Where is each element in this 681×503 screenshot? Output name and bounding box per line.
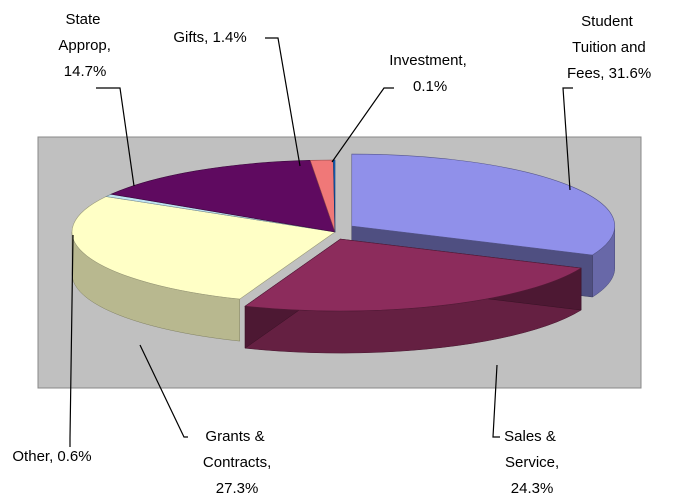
leader-line bbox=[492, 364, 500, 438]
leader-line bbox=[265, 37, 301, 167]
slice-tops bbox=[71, 153, 616, 312]
slice bbox=[244, 238, 582, 312]
data-label: Investment, 0.1% bbox=[389, 52, 467, 95]
slice bbox=[110, 160, 336, 233]
leader-line bbox=[139, 344, 188, 438]
slice bbox=[71, 196, 336, 300]
labels: Student Tuition and Fees, 31.6% Sales & S… bbox=[12, 11, 651, 497]
data-label: State Approp, 14.7% bbox=[55, 11, 111, 80]
leader-line bbox=[96, 87, 135, 187]
leader-line bbox=[331, 87, 394, 163]
leader-line bbox=[562, 87, 573, 191]
data-label: Other, 0.6% bbox=[12, 448, 91, 465]
slice bbox=[351, 153, 616, 256]
pie bbox=[71, 153, 616, 354]
data-label: Student Tuition and Fees, 31.6% bbox=[563, 13, 651, 82]
data-label: Grants & Contracts, 27.3% bbox=[199, 428, 272, 497]
data-label: Sales & Service, 24.3% bbox=[501, 428, 559, 497]
leader-line bbox=[69, 234, 74, 447]
data-label: Gifts, 1.4% bbox=[173, 29, 246, 46]
leader-lines bbox=[69, 37, 573, 447]
